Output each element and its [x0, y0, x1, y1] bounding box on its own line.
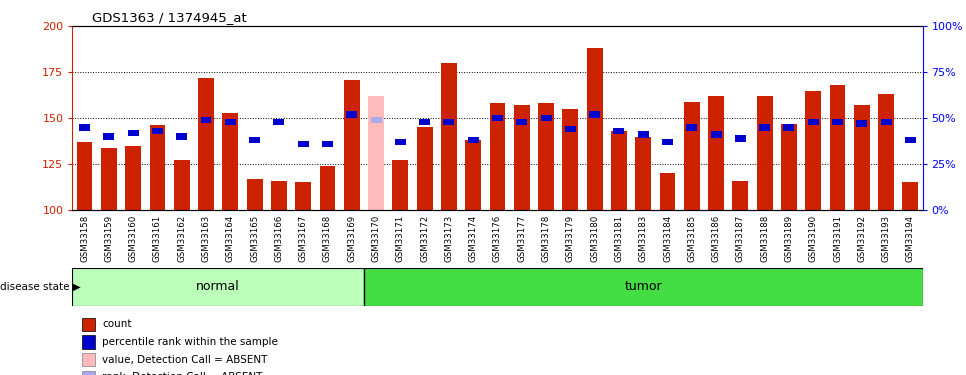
- Bar: [416, 128, 433, 210]
- Bar: [468, 137, 479, 143]
- Bar: [854, 105, 869, 210]
- Bar: [72, 268, 364, 306]
- Text: count: count: [102, 320, 132, 329]
- Bar: [636, 136, 651, 210]
- Bar: [638, 132, 649, 138]
- Bar: [589, 111, 600, 118]
- Bar: [395, 139, 406, 145]
- Text: normal: normal: [196, 280, 241, 293]
- Bar: [222, 112, 239, 210]
- Bar: [686, 124, 697, 130]
- Bar: [756, 96, 773, 210]
- Bar: [662, 139, 673, 145]
- Bar: [346, 111, 357, 118]
- Bar: [271, 181, 287, 210]
- Bar: [392, 160, 409, 210]
- Bar: [103, 133, 114, 140]
- Bar: [711, 132, 722, 138]
- Bar: [150, 126, 165, 210]
- Bar: [298, 141, 309, 147]
- Bar: [708, 96, 724, 210]
- Bar: [881, 118, 892, 125]
- Bar: [76, 142, 93, 210]
- Bar: [320, 166, 335, 210]
- Bar: [128, 130, 139, 136]
- Bar: [781, 124, 797, 210]
- Bar: [152, 128, 163, 134]
- Text: rank, Detection Call = ABSENT: rank, Detection Call = ABSENT: [102, 372, 263, 375]
- Bar: [832, 118, 843, 125]
- Bar: [246, 179, 263, 210]
- Bar: [296, 183, 311, 210]
- Bar: [322, 141, 333, 147]
- Bar: [759, 124, 770, 130]
- Bar: [419, 118, 430, 125]
- Bar: [856, 120, 867, 127]
- Text: GDS1363 / 1374945_at: GDS1363 / 1374945_at: [92, 11, 246, 24]
- Bar: [830, 85, 845, 210]
- Bar: [176, 133, 187, 140]
- Bar: [225, 118, 236, 125]
- Bar: [878, 94, 894, 210]
- Bar: [371, 117, 382, 123]
- Bar: [344, 80, 359, 210]
- Bar: [562, 109, 579, 210]
- Bar: [538, 104, 554, 210]
- Text: tumor: tumor: [624, 280, 662, 293]
- Bar: [441, 63, 457, 210]
- Bar: [79, 124, 90, 130]
- Bar: [905, 137, 916, 143]
- Bar: [126, 146, 141, 210]
- Bar: [660, 173, 675, 210]
- Bar: [684, 102, 699, 210]
- Bar: [902, 183, 919, 210]
- Bar: [565, 126, 576, 132]
- Bar: [516, 118, 527, 125]
- Bar: [783, 124, 794, 130]
- Bar: [364, 268, 923, 306]
- Text: disease state ▶: disease state ▶: [0, 282, 81, 292]
- Text: value, Detection Call = ABSENT: value, Detection Call = ABSENT: [102, 355, 268, 364]
- Bar: [249, 137, 260, 143]
- Bar: [492, 115, 503, 122]
- Bar: [514, 105, 529, 210]
- Bar: [732, 181, 749, 210]
- Bar: [586, 48, 603, 210]
- Bar: [273, 118, 284, 125]
- Bar: [611, 131, 627, 210]
- Bar: [198, 78, 213, 210]
- Bar: [174, 160, 189, 210]
- Bar: [808, 118, 819, 125]
- Bar: [368, 96, 384, 210]
- Bar: [101, 147, 117, 210]
- Bar: [443, 118, 454, 125]
- Bar: [466, 140, 481, 210]
- Bar: [201, 117, 212, 123]
- Bar: [735, 135, 746, 141]
- Text: percentile rank within the sample: percentile rank within the sample: [102, 337, 278, 347]
- Bar: [541, 115, 552, 122]
- Bar: [490, 104, 505, 210]
- Bar: [613, 128, 624, 134]
- Bar: [806, 91, 821, 210]
